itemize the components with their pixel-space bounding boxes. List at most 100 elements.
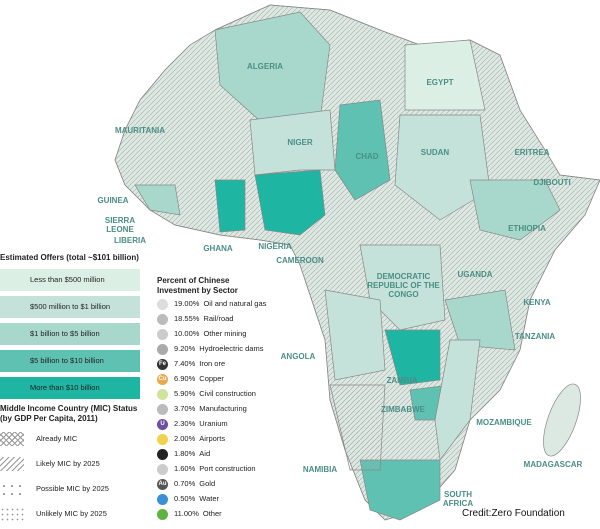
sector-item: 10.00% Other mining — [157, 327, 246, 341]
sector-name: Aid — [199, 449, 211, 458]
sector-item: 2.00% Airports — [157, 432, 225, 446]
mic-label: Already MIC — [36, 434, 78, 443]
mic-pattern — [0, 482, 24, 497]
sector-name: Airports — [199, 434, 226, 443]
country-label: DEMOCRATIC REPUBLIC OF THE CONGO — [367, 272, 440, 299]
sector-share: 9.20% — [174, 344, 196, 353]
sector-icon — [157, 298, 168, 310]
country-label: ANGOLA — [280, 352, 316, 361]
country-label: ERITREA — [514, 148, 550, 157]
country-label: TANZANIA — [514, 332, 556, 341]
sector-name: Hydroelectric dams — [199, 344, 264, 353]
country-label: NIGERIA — [258, 242, 292, 251]
country-label: ZAMBIA — [386, 376, 418, 385]
offer-swatch: Less than $500 million — [0, 269, 140, 291]
country-label: MAURITANIA — [114, 126, 166, 135]
country-label: SIERRA LEONE — [104, 216, 136, 234]
mic-item: Likely MIC by 2025 — [0, 455, 100, 473]
country-label: GUINEA — [97, 196, 129, 205]
sector-item: U 2.30% Uranium — [157, 417, 228, 431]
sector-icon — [157, 313, 168, 325]
sector-item: Fe 7.40% Iron ore — [157, 357, 225, 371]
sector-name: Copper — [199, 374, 224, 383]
sector-icon — [157, 388, 168, 400]
sector-item: 0.50% Water — [157, 492, 219, 506]
sector-share: 3.70% — [174, 404, 196, 413]
country-label: NAMIBIA — [302, 465, 338, 474]
country-label: CAMEROON — [276, 256, 324, 265]
sector-item: 11.00% Other — [157, 507, 222, 521]
sector-share: 18.55% — [174, 314, 200, 323]
sector-share: 0.70% — [174, 479, 196, 488]
sector-name: Iron ore — [199, 359, 226, 368]
mic-pattern — [0, 457, 24, 472]
sector-name: Civil construction — [199, 389, 256, 398]
sector-name: Uranium — [199, 419, 228, 428]
sector-share: 6.90% — [174, 374, 196, 383]
sector-share: 2.00% — [174, 434, 196, 443]
continent — [114, 4, 600, 521]
sector-name: Water — [199, 494, 220, 503]
mic-pattern — [0, 432, 24, 447]
sector-icon: Cu — [157, 373, 168, 385]
sector-item: Au 0.70% Gold — [157, 477, 215, 491]
sector-icon — [157, 343, 168, 355]
offers-title: Estimated Offers (total ~$101 billion) — [0, 253, 139, 262]
sector-item: 9.20% Hydroelectric dams — [157, 342, 263, 356]
country-label: LIBERIA — [114, 236, 146, 245]
mic-label: Likely MIC by 2025 — [36, 459, 100, 468]
sector-name: Port construction — [199, 464, 256, 473]
sector-icon — [157, 433, 168, 445]
sector-share: 5.90% — [174, 389, 196, 398]
country-label: MADAGASCAR — [523, 460, 583, 469]
sector-share: 0.50% — [174, 494, 196, 503]
offer-swatch: More than $10 billion — [0, 377, 140, 399]
sector-name: Rail/road — [203, 314, 234, 323]
mic-label: Unlikely MIC by 2025 — [36, 509, 107, 518]
sector-icon — [157, 448, 168, 460]
sector-name: Manufacturing — [199, 404, 247, 413]
sector-name: Gold — [199, 479, 216, 488]
sector-icon: Au — [157, 478, 168, 490]
country-label: ETHIOPIA — [508, 224, 546, 233]
sector-share: 19.00% — [174, 299, 200, 308]
sector-icon: Fe — [157, 358, 168, 370]
country-label: MOZAMBIQUE — [476, 418, 532, 427]
sector-icon — [157, 463, 168, 475]
sector-item: 3.70% Manufacturing — [157, 402, 247, 416]
sector-name: Oil and natural gas — [203, 299, 267, 308]
mic-label: Possible MIC by 2025 — [36, 484, 109, 493]
sector-name: Other — [202, 509, 222, 518]
country-label: ZIMBABWE — [381, 405, 425, 414]
country-label: UGANDA — [457, 270, 493, 279]
country-label: SOUTH AFRICA — [442, 490, 474, 508]
sector-icon — [157, 328, 168, 340]
country-label: CHAD — [355, 152, 379, 161]
sector-title: Percent of Chinese Investment by Sector — [157, 276, 238, 295]
offer-swatch: $500 million to $1 billion — [0, 296, 140, 318]
sector-item: Cu 6.90% Copper — [157, 372, 224, 386]
offer-swatch: $5 billion to $10 billion — [0, 350, 140, 372]
sector-name: Other mining — [203, 329, 247, 338]
country-label: DJIBOUTI — [533, 178, 571, 187]
country-label: SUDAN — [420, 148, 450, 157]
sector-item: 1.60% Port construction — [157, 462, 256, 476]
country-label: ALGERIA — [247, 62, 283, 71]
sector-share: 1.60% — [174, 464, 196, 473]
offer-swatch: $1 billion to $5 billion — [0, 323, 140, 345]
sector-item: 18.55% Rail/road — [157, 312, 233, 326]
sector-item: 5.90% Civil construction — [157, 387, 256, 401]
sector-item: 1.80% Aid — [157, 447, 210, 461]
mic-item: Already MIC — [0, 430, 77, 448]
sector-icon — [157, 403, 168, 415]
sector-share: 11.00% — [174, 509, 199, 518]
sector-share: 2.30% — [174, 419, 196, 428]
sector-share: 7.40% — [174, 359, 196, 368]
sector-icon — [157, 493, 168, 505]
sector-icon: U — [157, 418, 168, 430]
mic-item: Unlikely MIC by 2025 — [0, 505, 107, 523]
sector-share: 1.80% — [174, 449, 196, 458]
country-label: NIGER — [287, 138, 313, 147]
